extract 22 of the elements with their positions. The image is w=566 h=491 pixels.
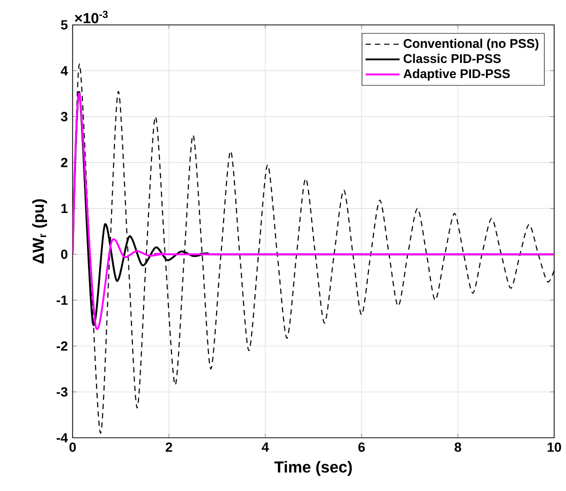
y-tick-label: -3 xyxy=(56,387,68,397)
y-tick-label: 1 xyxy=(61,204,68,214)
y-tick-label: 2 xyxy=(61,158,68,168)
y-tick-label: -4 xyxy=(56,433,68,443)
x-tick-label: 4 xyxy=(262,442,269,452)
y-tick-label: 0 xyxy=(61,250,68,260)
y-tick-label: 3 xyxy=(60,112,68,122)
x-tick-label: 6 xyxy=(358,442,365,452)
y-axis-title: ΔW$_{r}$ (pu) xyxy=(32,199,48,264)
x-tick-label: 8 xyxy=(454,442,462,452)
x-tick-label: 10 xyxy=(548,442,562,452)
x-tick-label: 2 xyxy=(166,442,172,452)
x-tick-label: 0 xyxy=(69,442,76,452)
y-tick-label: -2 xyxy=(56,342,68,351)
legend-label: Conventional (no PSS) xyxy=(404,38,538,51)
text: ×10$^{-3}$ xyxy=(74,10,108,24)
legend-label: Adaptive PID-PSS xyxy=(403,69,510,81)
y-tick-label: 4 xyxy=(60,66,68,76)
y-tick-label: 5 xyxy=(60,20,68,30)
legend-label: Classic PID-PSS xyxy=(404,54,501,64)
x-axis-title: Time (sec) xyxy=(274,461,352,476)
y-tick-label: -1 xyxy=(56,296,68,305)
